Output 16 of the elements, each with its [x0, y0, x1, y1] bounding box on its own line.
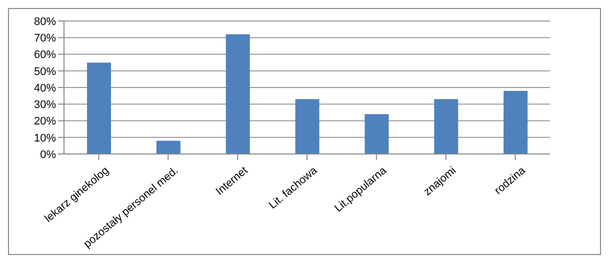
y-tick-label: 20% — [34, 116, 56, 128]
y-tick-label: 50% — [34, 66, 56, 78]
y-tick-label: 0% — [40, 148, 56, 161]
bar — [504, 90, 528, 154]
bar — [87, 62, 111, 154]
bar — [364, 114, 389, 154]
bar — [434, 99, 458, 154]
bar — [295, 99, 320, 154]
y-tick-label: 60% — [34, 49, 56, 62]
bar — [156, 140, 180, 154]
y-tick-label: 40% — [34, 82, 56, 94]
bar — [226, 34, 250, 154]
y-tick-label: 30% — [34, 99, 56, 112]
y-tick-label: 70% — [34, 32, 56, 45]
y-tick-label: 80% — [34, 16, 56, 28]
y-tick-label: 10% — [34, 132, 56, 144]
